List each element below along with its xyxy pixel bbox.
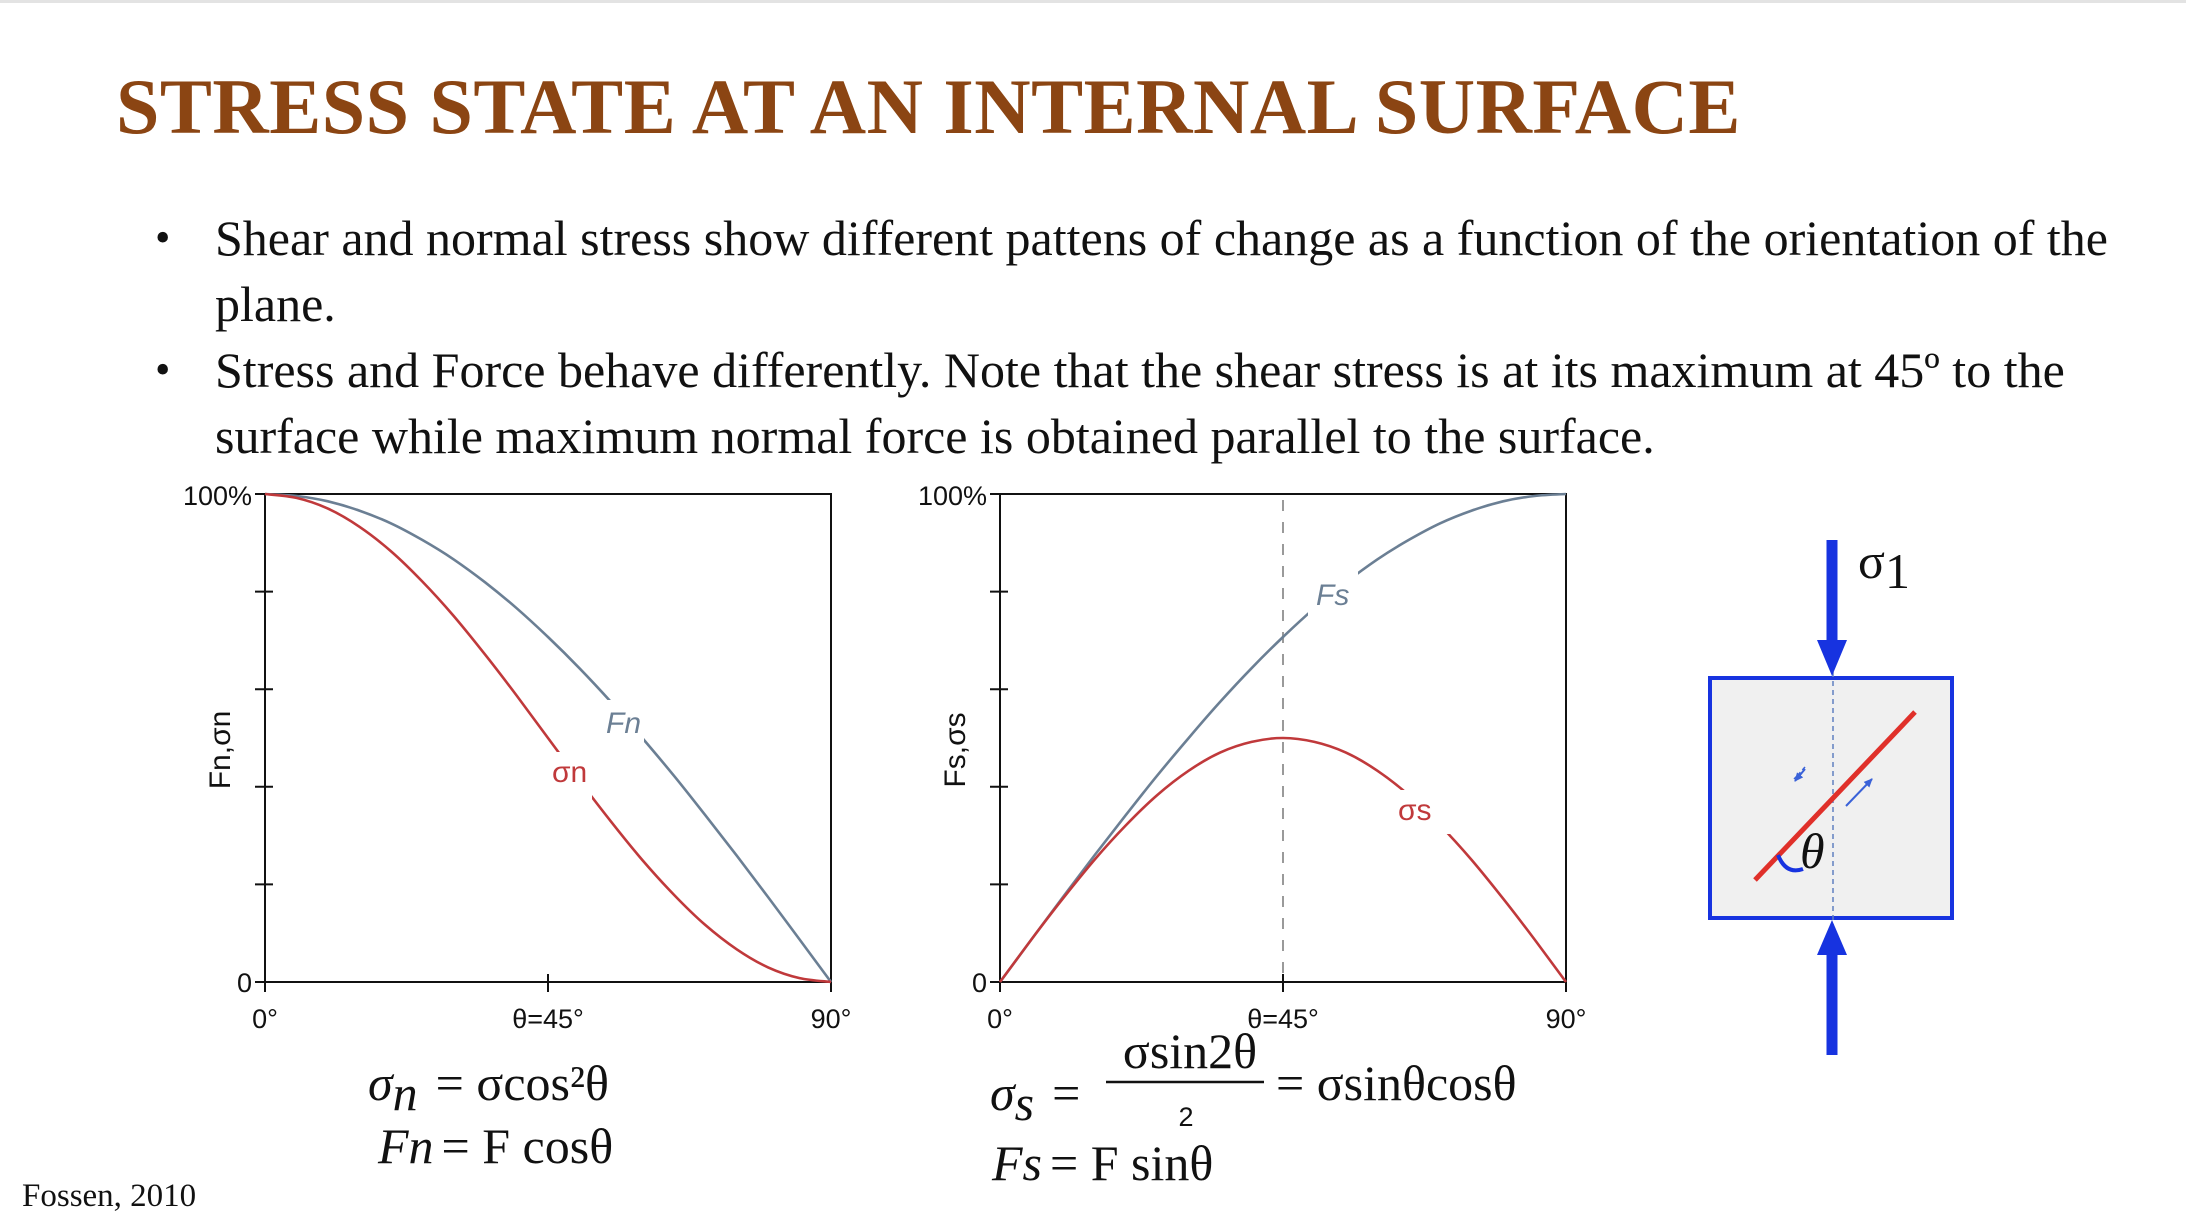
angle-arc-icon [1776, 854, 1804, 873]
fn-label-background [596, 700, 644, 750]
chart1-y-axis-label: Fn,σn [204, 711, 237, 790]
formula-Fn: Fn = F cosθ [377, 1118, 613, 1174]
chart2-ytick-100: 100% [918, 481, 987, 511]
sigma1-top-arrowhead-icon [1817, 640, 1847, 676]
chart2-ytick-0: 0 [972, 968, 987, 998]
citation: Fossen, 2010 [22, 1178, 197, 1214]
slide-title: STRESS STATE AT AN INTERNAL SURFACE [116, 63, 1741, 150]
chart1-xtick-45: θ=45° [512, 1004, 584, 1034]
chart1-xtick-0: 0° [252, 1004, 278, 1034]
top-border-line [0, 0, 2186, 3]
shear-arrow-down-left-icon [1794, 768, 1806, 782]
sigma-n-label-background [546, 752, 592, 800]
series-label-Fn: Fn [606, 707, 641, 740]
formula-sigma-s-lhs: σs = [990, 1065, 1080, 1131]
chart2-y-ticks [990, 493, 1008, 983]
series-line-Fn [264, 492, 833, 983]
chart1-ytick-100: 100% [183, 481, 252, 511]
chart2-xtick-45: θ=45° [1247, 1004, 1319, 1034]
series-line-sigma-n [264, 492, 832, 984]
shear-stress-chart: 100% 0 0° θ=45° 90° Fs,σs Fs σs σs = σsin… [918, 481, 1586, 1191]
chart2-xtick-90: 90° [1546, 1004, 1587, 1034]
formula-Fs: Fs = F sinθ [991, 1135, 1213, 1191]
bullet-list: Shear and normal stress show different p… [150, 205, 2150, 469]
internal-plane-line [1753, 710, 1917, 882]
bullet-item: Stress and Force behave differently. Not… [150, 337, 2150, 469]
shear-arrow-up-right-icon [1845, 778, 1873, 807]
chart1-ytick-0: 0 [237, 968, 252, 998]
formula-sigma-s-rhs: = σsinθcosθ [1276, 1055, 1517, 1111]
stress-block-diagram: σ1 θ [1708, 533, 1954, 1055]
fs-label-background [1308, 568, 1358, 618]
chart1-xtick-90: 90° [811, 1004, 852, 1034]
formula-sigma-s-denominator: 2 [1178, 1102, 1193, 1132]
chart2-x-ticks [999, 974, 1567, 992]
chart2-y-axis-label: Fs,σs [939, 712, 972, 787]
sigma-s-label-background [1392, 790, 1452, 834]
chart1-x-ticks [264, 974, 832, 992]
sigma1-bottom-arrowhead-icon [1817, 920, 1847, 955]
chart1-y-ticks [255, 493, 273, 983]
series-label-sigma-s: σs [1398, 794, 1432, 827]
formula-sigma-s-numerator: σsin2θ [1123, 1023, 1257, 1079]
formula-sigma-n: σn = σcos²θ [368, 1055, 609, 1121]
series-label-Fs: Fs [1316, 579, 1349, 612]
series-line-Fs [998, 492, 1567, 983]
series-label-sigma-n: σn [552, 756, 587, 789]
bullet-item: Shear and normal stress show different p… [150, 205, 2150, 337]
series-line-sigma-s [998, 736, 1568, 983]
chart2-xtick-0: 0° [987, 1004, 1013, 1034]
sigma1-label: σ1 [1858, 533, 1910, 599]
normal-stress-chart: 100% 0 0° θ=45° 90° Fn,σn Fn σn σn = σcos… [183, 481, 851, 1174]
theta-angle-label: θ [1800, 823, 1825, 879]
